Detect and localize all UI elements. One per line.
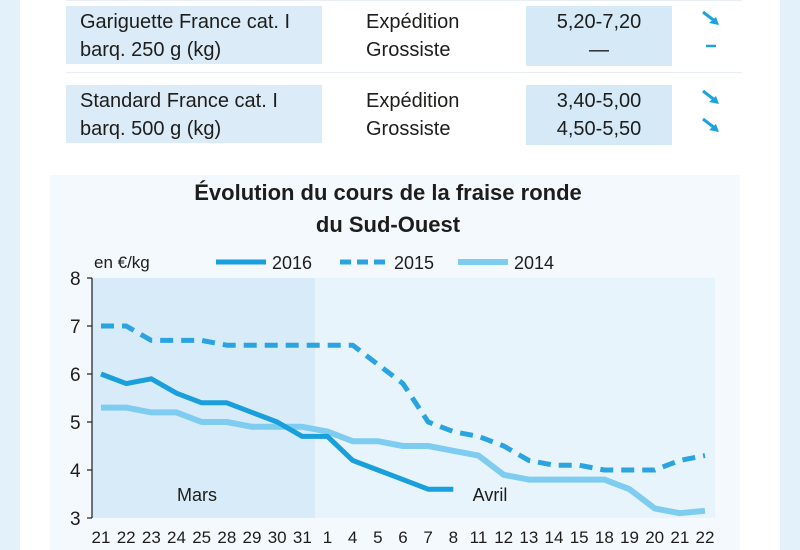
table-row: Gariguette France cat. I barq. 250 g (kg… [66, 6, 742, 66]
x-tick-label: 11 [470, 528, 488, 547]
x-tick-label: 25 [192, 528, 211, 547]
legend-label: 2014 [514, 253, 554, 273]
product-cell: Gariguette France cat. I barq. 250 g (kg… [66, 6, 322, 64]
price-value: 4,50-5,50 [556, 118, 642, 140]
x-tick-label: 13 [519, 528, 538, 547]
x-tick-label: 24 [167, 528, 186, 547]
price-cell: 3,40-5,00 4,50-5,50 [526, 85, 672, 145]
x-tick-label: 5 [373, 528, 382, 547]
y-axis-label: en €/kg [94, 253, 150, 272]
x-tick-label: 18 [595, 528, 614, 547]
y-tick-label: 7 [70, 317, 81, 338]
month-label: Avril [473, 485, 508, 505]
price-value: — [589, 39, 609, 61]
x-tick-label: 8 [449, 528, 458, 547]
stage-label: Grossiste [366, 118, 451, 140]
series-line-2015 [101, 323, 706, 473]
stage-cell: Expédition Grossiste [366, 85, 536, 143]
x-tick-label: 22 [696, 528, 715, 547]
y-tick-label: 6 [70, 365, 81, 386]
row-divider [66, 72, 742, 73]
price-cell: 5,20-7,20 — [526, 6, 672, 66]
stage-label: Expédition [366, 11, 460, 33]
product-name: Standard France cat. I [80, 90, 278, 112]
trend-cell [691, 6, 731, 64]
x-tick-label: 20 [645, 528, 664, 547]
x-tick-label: 28 [217, 528, 236, 547]
row-divider [66, 0, 742, 1]
product-name: Gariguette France cat. I [80, 11, 291, 33]
product-pack: barq. 500 g (kg) [80, 118, 222, 140]
x-tick-label: 21 [670, 528, 689, 547]
x-tick-label: 14 [545, 528, 564, 547]
y-tick-label: 8 [70, 269, 81, 290]
x-tick-label: 15 [570, 528, 589, 547]
y-tick-label: 5 [70, 413, 81, 434]
x-tick-label: 29 [243, 528, 262, 547]
x-tick-label: 22 [117, 528, 136, 547]
trend-cell [691, 85, 731, 143]
y-tick-label: 4 [70, 461, 81, 482]
x-tick-label: 6 [398, 528, 407, 547]
stage-label: Expédition [366, 90, 460, 112]
x-tick-label: 12 [494, 528, 513, 547]
series-line-2016 [100, 371, 454, 492]
down-right-arrow-icon [691, 87, 731, 115]
chart-title: Évolution du cours de la fraise ronde [194, 180, 582, 205]
stage-cell: Expédition Grossiste [366, 6, 536, 64]
chart-title: du Sud-Ouest [316, 212, 461, 237]
x-tick-label: 4 [348, 528, 357, 547]
table-row: Standard France cat. I barq. 500 g (kg) … [66, 85, 742, 145]
price-value: 5,20-7,20 [556, 11, 642, 33]
month-label: Mars [177, 485, 217, 505]
price-value: 3,40-5,00 [556, 90, 642, 112]
y-tick-label: 3 [70, 509, 81, 530]
series-line-2014 [101, 404, 706, 517]
dash-icon [691, 36, 731, 64]
x-tick-label: 21 [92, 528, 111, 547]
product-pack: barq. 250 g (kg) [80, 39, 222, 61]
x-tick-label: 23 [142, 528, 161, 547]
down-right-arrow-icon [691, 8, 731, 36]
legend-label: 2016 [272, 253, 312, 273]
month-band [92, 278, 315, 518]
x-tick-label: 31 [293, 528, 312, 547]
x-tick-label: 30 [268, 528, 287, 547]
x-tick-label: 7 [423, 528, 432, 547]
x-tick-label: 19 [620, 528, 639, 547]
legend-label: 2015 [394, 253, 434, 273]
x-tick-label: 1 [323, 528, 332, 547]
product-cell: Standard France cat. I barq. 500 g (kg) [66, 85, 322, 143]
stage-label: Grossiste [366, 39, 451, 61]
down-right-arrow-icon [691, 115, 731, 143]
